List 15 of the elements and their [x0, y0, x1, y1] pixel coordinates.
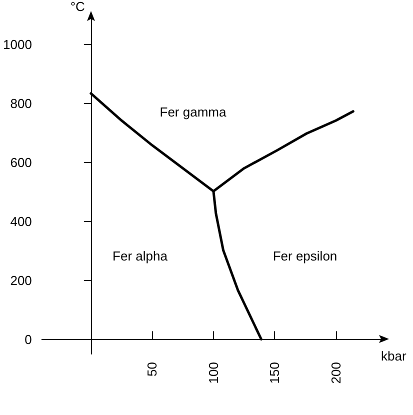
x-tick-label: 100	[206, 362, 221, 384]
y-tick-label: 600	[10, 154, 32, 170]
x-tick-label: 50	[144, 362, 160, 376]
y-tick-label: 400	[10, 214, 32, 229]
x-tick-label: 200	[328, 362, 344, 384]
y-axis-title: °C	[70, 0, 85, 14]
y-tick-label: 200	[10, 272, 32, 288]
annotation: Fer epsilon	[272, 248, 338, 264]
annotation: Fer gamma	[160, 104, 227, 120]
annotation: Fer alpha	[112, 248, 168, 264]
y-tick-label: 1000	[3, 36, 32, 52]
y-tick-label: 0	[24, 332, 32, 347]
x-axis-title: kbar	[381, 348, 407, 364]
y-tick-label: 800	[10, 96, 32, 111]
x-tick-label: 150	[267, 362, 282, 384]
